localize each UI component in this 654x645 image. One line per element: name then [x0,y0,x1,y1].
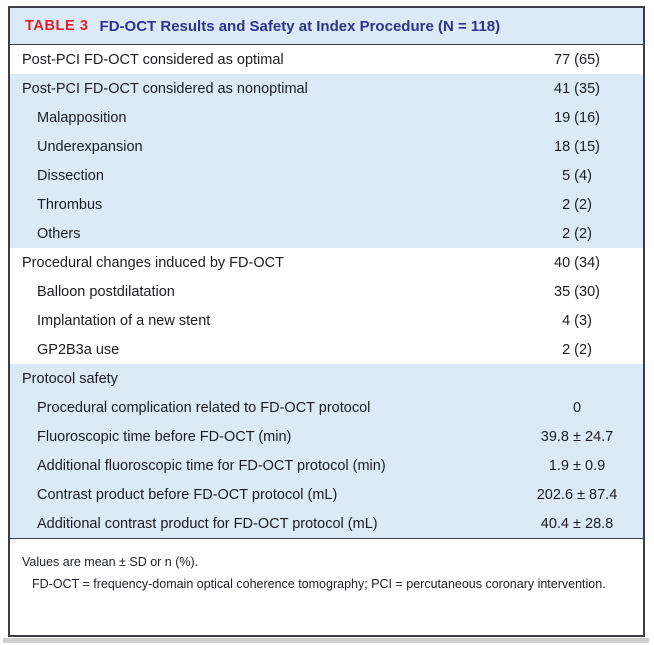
row-label: Procedural changes induced by FD-OCT [22,254,284,271]
table-footnotes: Values are mean ± SD or n (%). FD-OCT = … [10,539,643,595]
table-row: Post-PCI FD-OCT considered as optimal 77… [10,45,643,74]
row-value: 5 (4) [562,167,592,184]
row-label: Procedural complication related to FD-OC… [37,399,371,416]
row-label: GP2B3a use [37,341,120,358]
row-label: Protocol safety [22,370,118,387]
row-label: Underexpansion [37,138,143,155]
row-label: Malapposition [37,109,127,126]
table-number-label: TABLE 3 [25,18,89,34]
table-title: FD-OCT Results and Safety at Index Proce… [99,17,501,35]
row-value: 77 (65) [554,51,600,68]
row-label: Balloon postdilatation [37,283,175,300]
table-row: Contrast product before FD-OCT protocol … [10,480,643,509]
row-label: Post-PCI FD-OCT considered as nonoptimal [22,80,308,97]
row-value: 1.9 ± 0.9 [548,457,606,474]
row-value: 35 (30) [554,283,600,300]
row-value: 4 (3) [562,312,592,329]
table-row: Procedural changes induced by FD-OCT 40 … [10,248,643,277]
row-value: 19 (16) [554,109,600,126]
table-row: Post-PCI FD-OCT considered as nonoptimal… [10,74,643,103]
row-value: 40.4 ± 28.8 [540,515,614,532]
table-row: Fluoroscopic time before FD-OCT (min) 39… [10,422,643,451]
table-row: Underexpansion 18 (15) [10,132,643,161]
row-label: Implantation of a new stent [37,312,211,329]
row-label: Dissection [37,167,104,184]
row-label: Additional contrast product for FD-OCT p… [37,515,378,532]
row-label: Additional fluoroscopic time for FD-OCT … [37,457,386,474]
table-row: Procedural complication related to FD-OC… [10,393,643,422]
table-row: GP2B3a use 2 (2) [10,335,643,364]
row-value: 2 (2) [562,225,592,242]
footnote-line: FD-OCT = frequency-domain optical cohere… [32,577,606,592]
table-header: TABLE 3 FD-OCT Results and Safety at Ind… [10,8,643,45]
row-value: 202.6 ± 87.4 [536,486,618,503]
row-label: Others [37,225,81,242]
table-row: Malapposition 19 (16) [10,103,643,132]
table-row: Protocol safety [10,364,643,393]
row-value: 18 (15) [554,138,600,155]
row-label: Post-PCI FD-OCT considered as optimal [22,51,284,68]
card-bottom-shadow [3,638,649,643]
footnote-line: Values are mean ± SD or n (%). [22,555,199,569]
table-row: Others 2 (2) [10,219,643,248]
row-value: 40 (34) [554,254,600,271]
row-value: 39.8 ± 24.7 [540,428,614,445]
row-value: 41 (35) [554,80,600,97]
table-row: Implantation of a new stent 4 (3) [10,306,643,335]
row-label: Fluoroscopic time before FD-OCT (min) [37,428,292,445]
table-row: Balloon postdilatation 35 (30) [10,277,643,306]
table-3-card: TABLE 3 FD-OCT Results and Safety at Ind… [8,6,645,637]
table-row: Dissection 5 (4) [10,161,643,190]
table-row: Additional fluoroscopic time for FD-OCT … [10,451,643,480]
table-row: Additional contrast product for FD-OCT p… [10,509,643,538]
row-value: 2 (2) [562,341,592,358]
table-row: Thrombus 2 (2) [10,190,643,219]
row-value: 0 [572,399,582,416]
row-value: 2 (2) [562,196,592,213]
row-label: Contrast product before FD-OCT protocol … [37,486,338,503]
table-body: Post-PCI FD-OCT considered as optimal 77… [10,45,643,539]
row-label: Thrombus [37,196,103,213]
